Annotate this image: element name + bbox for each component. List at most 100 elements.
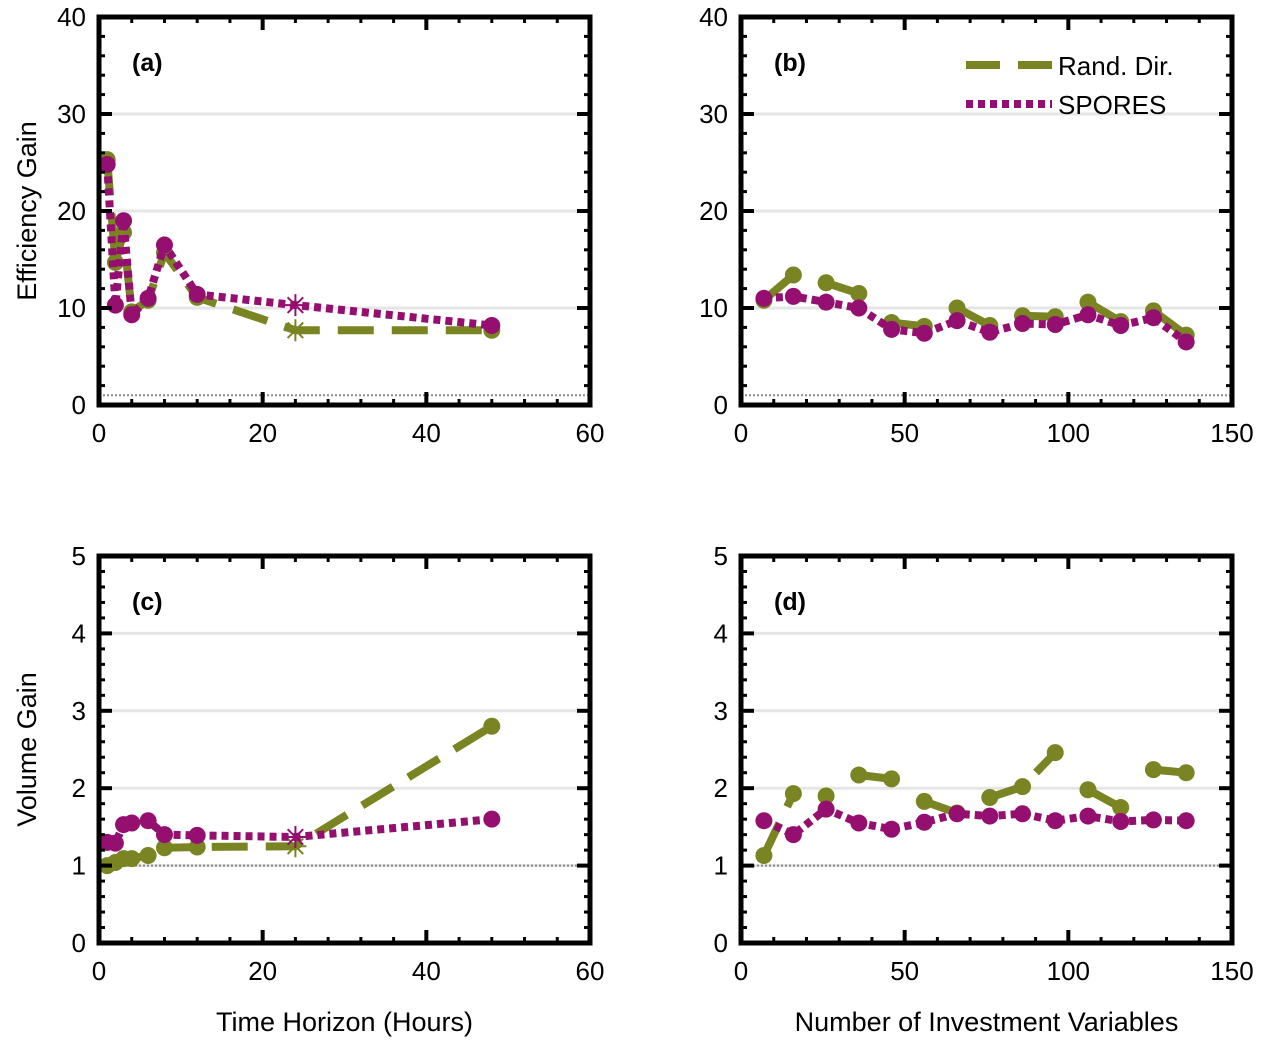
rand-dir-point	[981, 788, 999, 806]
y-tick-label: 4	[714, 618, 728, 648]
y-tick-label: 1	[72, 851, 86, 881]
panel-label: (d)	[774, 588, 806, 616]
rand-dir-point	[755, 847, 773, 865]
spores-point	[981, 807, 999, 825]
y-tick-label: 0	[72, 390, 86, 420]
spores-point	[784, 287, 802, 305]
plot-frame	[96, 553, 593, 946]
spores-star-point	[284, 826, 307, 848]
spores-point	[98, 155, 116, 173]
rand-dir-point	[784, 785, 802, 803]
rand-dir-point	[850, 766, 868, 784]
x-tick-label: 0	[92, 418, 106, 448]
legend: Rand. Dir. SPORES	[966, 51, 1174, 120]
y-tick-label: 20	[57, 196, 86, 226]
spores-point	[1177, 812, 1195, 830]
plot-area	[98, 717, 501, 875]
spores-point	[784, 826, 802, 844]
spores-point	[1079, 306, 1097, 324]
rand-dir-point	[483, 717, 501, 735]
spores-point	[1177, 333, 1195, 351]
spores-point	[483, 316, 501, 334]
rand-dir-point	[817, 787, 835, 805]
spores-point	[139, 289, 157, 307]
spores-point	[115, 212, 133, 230]
y-axis-title: Volume Gain	[12, 672, 42, 827]
spores-point	[915, 813, 933, 831]
x-axis-title: Number of Investment Variables	[795, 1007, 1179, 1037]
spores-point	[123, 814, 141, 832]
rand-dir-point	[850, 284, 868, 302]
rand-dir-point	[948, 299, 966, 317]
x-tick-label: 50	[890, 956, 919, 986]
panel-c: 0 20 40 60 0 1 2 3 4 5 (c) Time Horizon (Hours) Volu…	[12, 541, 604, 1037]
x-tick-label: 50	[890, 418, 919, 448]
spores-point	[1079, 807, 1097, 825]
spores-line	[763, 292, 1189, 346]
spores-point	[981, 323, 999, 341]
rand-dir-point	[1079, 781, 1097, 799]
spores-point	[915, 324, 933, 342]
spores-point	[1144, 309, 1162, 327]
y-tick-label: 3	[714, 696, 728, 726]
x-tick-label: 60	[576, 956, 605, 986]
x-tick-label: 20	[248, 418, 277, 448]
rand-dir-point	[123, 850, 141, 868]
spores-point	[1144, 811, 1162, 829]
spores-line	[103, 164, 493, 330]
rand-dir-point	[817, 274, 835, 292]
x-tick-label: 40	[412, 418, 441, 448]
rand-dir-point	[1014, 778, 1032, 796]
legend-rand-dir-label: Rand. Dir.	[1058, 51, 1174, 81]
y-tick-label: 5	[714, 541, 728, 571]
rand-dir-point	[915, 792, 933, 810]
rand-dir-point	[1144, 761, 1162, 779]
rand-dir-point	[155, 839, 173, 857]
legend-spores-label: SPORES	[1058, 90, 1166, 120]
spores-point	[948, 312, 966, 330]
x-tick-label: 60	[576, 418, 605, 448]
spores-point	[188, 826, 206, 844]
spores-star-point	[284, 294, 307, 317]
y-tick-label: 5	[72, 541, 86, 571]
y-tick-label: 40	[57, 2, 86, 32]
panel-label: (b)	[774, 49, 806, 77]
x-tick-label: 0	[734, 418, 748, 448]
spores-point	[817, 800, 835, 818]
panel-label: (c)	[132, 588, 163, 616]
spores-point	[755, 812, 773, 830]
y-tick-label: 3	[72, 696, 86, 726]
rand-dir-point	[139, 847, 157, 865]
spores-point	[883, 820, 901, 838]
y-tick-label: 0	[714, 928, 728, 958]
panel-label: (a)	[132, 49, 163, 77]
spores-point	[1112, 316, 1130, 334]
plot-area	[755, 744, 1195, 865]
rand-dir-point	[883, 770, 901, 788]
spores-point	[1014, 805, 1032, 823]
spores-point	[1112, 812, 1130, 830]
panel-d: 0 50 100 150 0 1 2 3 4 5 (d) Number of Investment V…	[714, 541, 1254, 1037]
spores-point	[123, 306, 141, 324]
spores-point	[850, 299, 868, 317]
y-tick-label: 2	[72, 773, 86, 803]
spores-point	[483, 810, 501, 828]
rand-dir-point	[1046, 744, 1064, 762]
x-tick-label: 150	[1210, 418, 1253, 448]
y-tick-label: 30	[57, 99, 86, 129]
rand-dir-point	[1177, 764, 1195, 782]
x-tick-label: 150	[1210, 956, 1253, 986]
spores-point	[948, 805, 966, 823]
spores-point	[155, 236, 173, 254]
plot-area	[98, 151, 501, 342]
y-tick-label: 2	[714, 773, 728, 803]
x-tick-label: 0	[734, 956, 748, 986]
y-tick-label: 20	[699, 196, 728, 226]
spores-point	[883, 320, 901, 338]
spores-point	[755, 289, 773, 307]
plot-frame	[738, 553, 1235, 946]
spores-point	[139, 812, 157, 830]
rand-dir-point	[1112, 799, 1130, 817]
x-axis-title: Time Horizon (Hours)	[216, 1007, 473, 1037]
spores-point	[1046, 812, 1064, 830]
